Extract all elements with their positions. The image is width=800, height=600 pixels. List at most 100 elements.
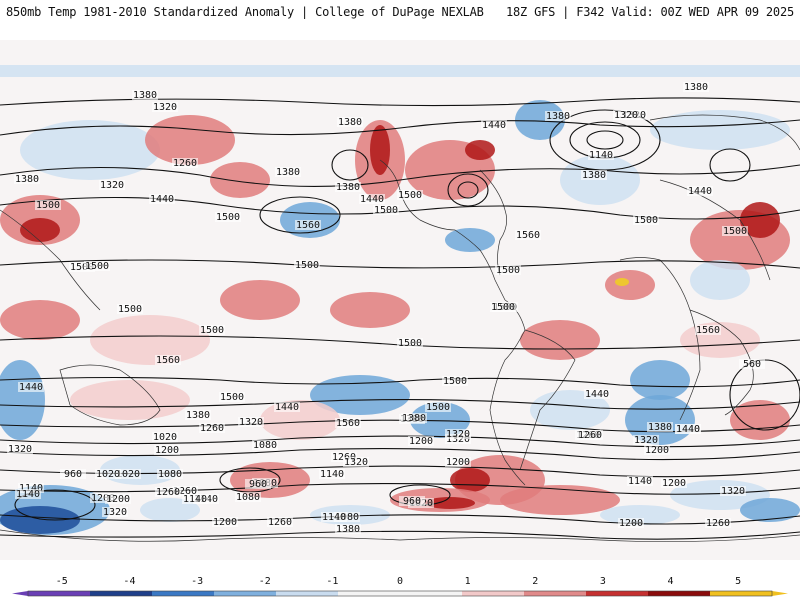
contour-label: 1320 xyxy=(614,110,638,121)
anomaly-region xyxy=(690,260,750,300)
contour-label: 1560 xyxy=(516,230,540,241)
contour-line xyxy=(0,465,800,478)
contour-label: 1080 xyxy=(158,469,182,480)
contour-label: 1440 xyxy=(688,186,712,197)
contour-label: 1260 xyxy=(173,486,197,497)
contour-label-bg xyxy=(172,486,198,496)
contour-line xyxy=(0,376,800,388)
contour-label-bg xyxy=(397,338,423,348)
contour-label-bg xyxy=(295,220,321,230)
contour-label: 1320 xyxy=(634,435,658,446)
contour-label: 1200 xyxy=(155,445,179,456)
contour-label-bg xyxy=(442,376,468,386)
contour-label: 1380 xyxy=(338,117,362,128)
contour-label-bg xyxy=(14,174,40,184)
contour-label-bg xyxy=(275,167,301,177)
contour-label-bg xyxy=(661,478,687,488)
contour-label: 1440 xyxy=(19,382,43,393)
contour-label-bg xyxy=(149,194,175,204)
contour-label-bg xyxy=(35,200,61,210)
contour-label-bg xyxy=(185,410,211,420)
contour-label-bg xyxy=(335,524,361,534)
contour-label-bg xyxy=(199,423,225,433)
colorbar-segment xyxy=(462,591,525,596)
contour-label: 1500 xyxy=(443,376,467,387)
contour-label-bg xyxy=(584,389,610,399)
anomaly-region xyxy=(220,280,300,320)
contour-label-bg xyxy=(60,469,86,479)
colorbar-max-arrow xyxy=(772,591,788,596)
contour-label: 1320 xyxy=(721,486,745,497)
colorbar-segment xyxy=(710,591,773,596)
anomaly-region xyxy=(615,278,629,286)
contour-label: 1320 xyxy=(446,434,470,445)
contour-label-bg xyxy=(294,260,320,270)
contour-label-bg xyxy=(588,150,614,160)
contour-label: 1140 xyxy=(320,469,344,480)
contour-label-bg xyxy=(90,493,116,503)
colorbar-tick-label: 3 xyxy=(600,576,606,587)
contour-label-bg xyxy=(401,413,427,423)
contour-label: 1320 xyxy=(446,429,470,440)
contour-label-bg xyxy=(15,489,41,499)
colorbar-segment xyxy=(276,591,339,596)
contour-label: 1560 xyxy=(696,325,720,336)
contour-label: 1320 xyxy=(100,180,124,191)
contour-label: 1020 xyxy=(116,469,140,480)
contour-label-bg xyxy=(215,212,241,222)
contour-label: 1440 xyxy=(482,120,506,131)
anomaly-region xyxy=(210,162,270,198)
contour-label: 1200 xyxy=(91,493,115,504)
contour-label: 1380 xyxy=(648,422,672,433)
contour-label-bg xyxy=(359,194,385,204)
contour-label: 1560 xyxy=(336,418,360,429)
contour-line xyxy=(0,514,800,525)
anomaly-region xyxy=(0,300,80,340)
contour-label: 1320 xyxy=(344,457,368,468)
contour-label: 1380 xyxy=(15,174,39,185)
contour-label-bg xyxy=(481,120,507,130)
contour-label: 1500 xyxy=(634,215,658,226)
contour-label: 1320 xyxy=(103,507,127,518)
contour-label-bg xyxy=(644,445,670,455)
contour-label-bg xyxy=(95,469,121,479)
anomaly-region xyxy=(0,65,800,77)
colorbar-tick-label: 5 xyxy=(735,576,741,587)
contour-label-bg xyxy=(633,435,659,445)
anomaly-region xyxy=(530,390,610,430)
anomaly-region xyxy=(730,400,790,440)
contour-label: 1080 xyxy=(236,492,260,503)
coastline-eurasia-south xyxy=(659,179,771,281)
contour-label-bg xyxy=(683,82,709,92)
contour-label: 1560 xyxy=(156,355,180,366)
anomaly-region xyxy=(650,110,790,150)
contour-label-bg xyxy=(102,507,128,517)
contour-label: 1320 xyxy=(239,417,263,428)
contour-label-bg xyxy=(445,457,471,467)
contour-label-bg xyxy=(18,382,44,392)
colorbar-outline xyxy=(27,590,773,597)
contour-label: 960 xyxy=(64,469,82,480)
contour-label-bg xyxy=(373,205,399,215)
contour-label-bg xyxy=(343,457,369,467)
coastline-australia xyxy=(59,364,161,426)
anomaly-region xyxy=(465,140,495,160)
contour-label: 1380 xyxy=(402,413,426,424)
colorbar-tick-label: 2 xyxy=(532,576,538,587)
contour-label: 1500 xyxy=(723,226,747,237)
contour-label-bg xyxy=(155,487,181,497)
contour-label-bg xyxy=(235,492,261,502)
anomaly-region xyxy=(740,202,780,238)
figure-title: 850mb Temp 1981-2010 Standardized Anomal… xyxy=(6,5,484,19)
contour-label: 1500 xyxy=(216,212,240,223)
contour-labels: 1380 1320 1380 1260 1380 1320 1500 1440 1500 1560… xyxy=(7,82,765,535)
contour-label: 1380 xyxy=(684,82,708,93)
anomaly-region xyxy=(425,497,475,509)
contour-label: 1200 xyxy=(213,517,237,528)
contour-label: 1260 xyxy=(578,430,602,441)
contour-label-bg xyxy=(633,215,659,225)
contour-label-bg xyxy=(490,302,516,312)
contour-label-bg xyxy=(335,418,361,428)
contour-label: 1500 xyxy=(200,325,224,336)
contour-label-bg xyxy=(7,444,33,454)
